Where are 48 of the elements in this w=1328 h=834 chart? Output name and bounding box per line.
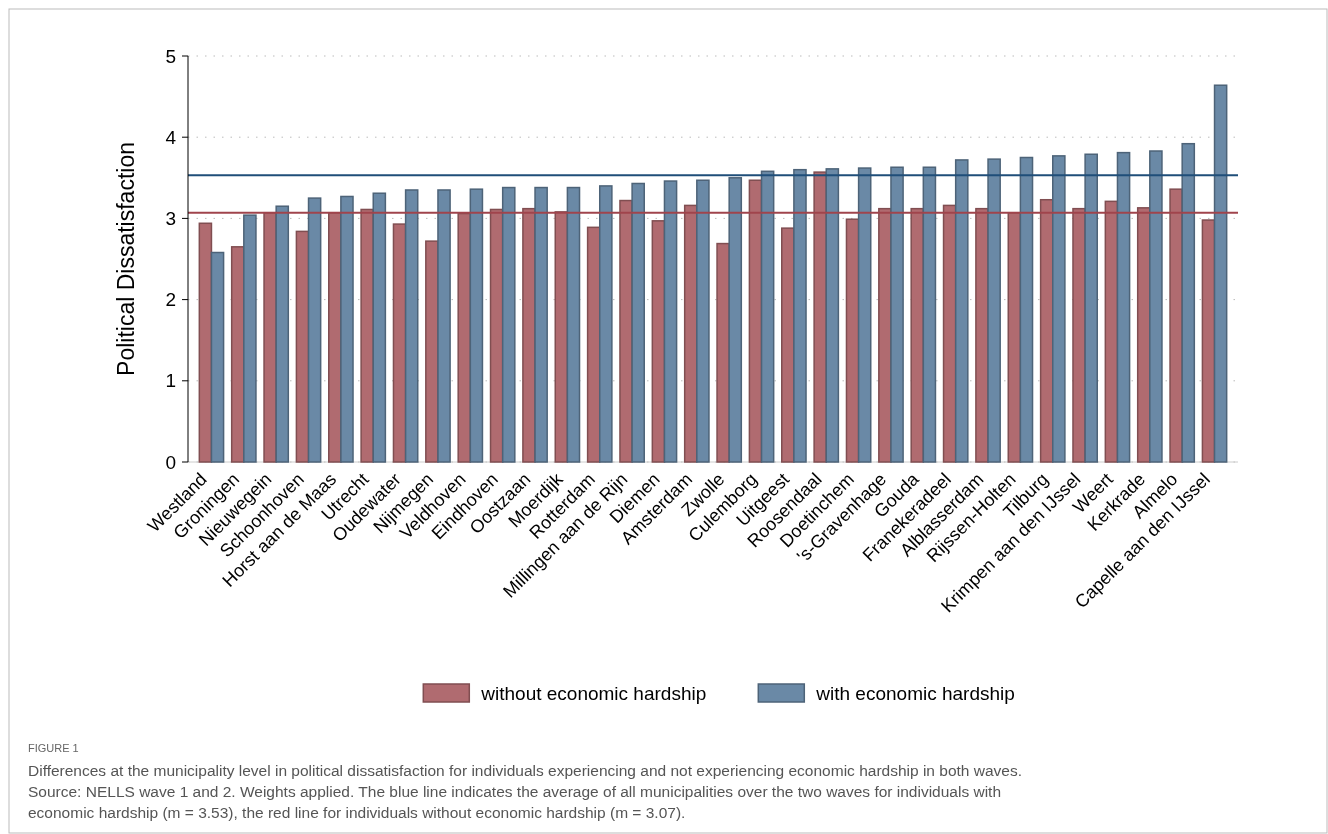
source-note: Source: NELLS wave 1 and 2. Weights applied. The blue line indicates the average of all municipalities over the two waves for individuals with [28,783,1002,800]
bar [631,182,645,463]
bar [1213,84,1228,463]
bar [793,168,807,463]
bar [1149,150,1163,463]
y-axis-title: Political Dissatisfaction [113,142,139,376]
bar [1116,151,1131,463]
bar [469,188,484,463]
y-tick-label: 5 [165,45,176,67]
bar [663,180,678,463]
bar [1052,155,1066,463]
bar [1019,156,1034,463]
bar [437,189,451,463]
bar [1181,142,1196,463]
text: economic hardship (m = 3.53), the red line for individuals without economic hardship (m = 3.07). [28,804,686,821]
bar [825,168,840,463]
bar [890,166,904,463]
y-tick-label: 3 [165,208,176,230]
legend-label: with economic hardship [815,682,1015,704]
y-tick-label: 2 [165,289,176,311]
bar [1084,153,1098,463]
bar [275,205,290,463]
bar [922,166,937,463]
bar [599,185,613,463]
bar [243,214,257,463]
bar [566,186,581,463]
bar [954,159,969,463]
bar [857,167,872,463]
y-tick-label: 4 [165,126,177,148]
bar [534,186,548,463]
y-tick-label: 0 [165,451,176,473]
bar [210,251,225,463]
bar [696,179,710,463]
bar [340,195,354,463]
bar [457,212,472,463]
bar [910,207,925,463]
bar [813,171,827,463]
text: Differences at the municipality level in political dissatisfaction for individuals experiencing and not experiencing economic hardship in both waves. [28,762,1022,779]
bar [728,177,743,463]
bar [307,197,322,463]
text: FIGURE 1 [28,742,79,754]
legend-label: without economic hardship [480,682,707,704]
y-tick-label: 1 [165,370,176,392]
bar [501,186,516,463]
bar [987,158,1001,463]
bar [404,189,419,463]
bar [372,192,387,463]
bar [760,170,775,463]
